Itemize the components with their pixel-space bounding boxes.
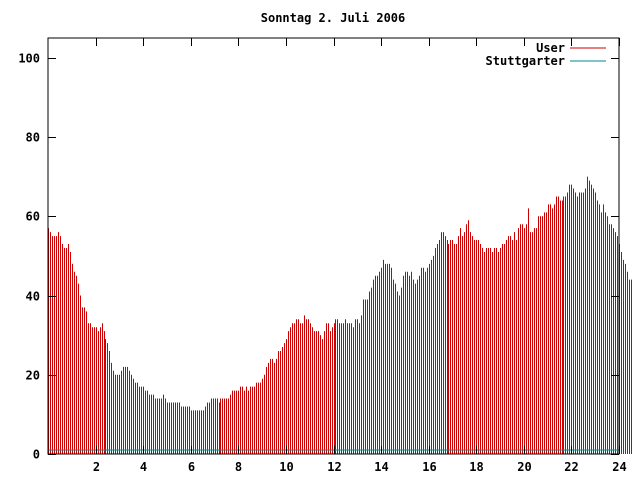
y-tick-label: 60 (26, 210, 40, 224)
x-tick-label: 12 (327, 460, 341, 474)
legend-label-user: User (536, 41, 565, 55)
x-tick-label: 24 (612, 460, 626, 474)
y-tick-label: 20 (26, 369, 40, 383)
y-tick-label: 40 (26, 290, 40, 304)
y-tick-label: 80 (26, 131, 40, 145)
x-tick-label: 14 (374, 460, 388, 474)
y-tick-label: 100 (18, 52, 40, 66)
x-tick-label: 18 (469, 460, 483, 474)
x-tick-label: 6 (188, 460, 195, 474)
y-tick-label: 0 (33, 448, 40, 462)
x-tick-label: 16 (422, 460, 436, 474)
x-tick-label: 2 (93, 460, 100, 474)
legend-label-stuttgarter: Stuttgarter (486, 54, 565, 68)
legend: User Stuttgarter (486, 41, 606, 68)
x-tick-label: 8 (235, 460, 242, 474)
x-tick-label: 22 (564, 460, 578, 474)
x-tick-label: 20 (517, 460, 531, 474)
x-tick-label: 10 (279, 460, 293, 474)
x-tick-label: 4 (140, 460, 147, 474)
chart-title: Sonntag 2. Juli 2006 (261, 11, 406, 25)
user-bars (48, 176, 632, 454)
plot-frame (47, 37, 620, 455)
